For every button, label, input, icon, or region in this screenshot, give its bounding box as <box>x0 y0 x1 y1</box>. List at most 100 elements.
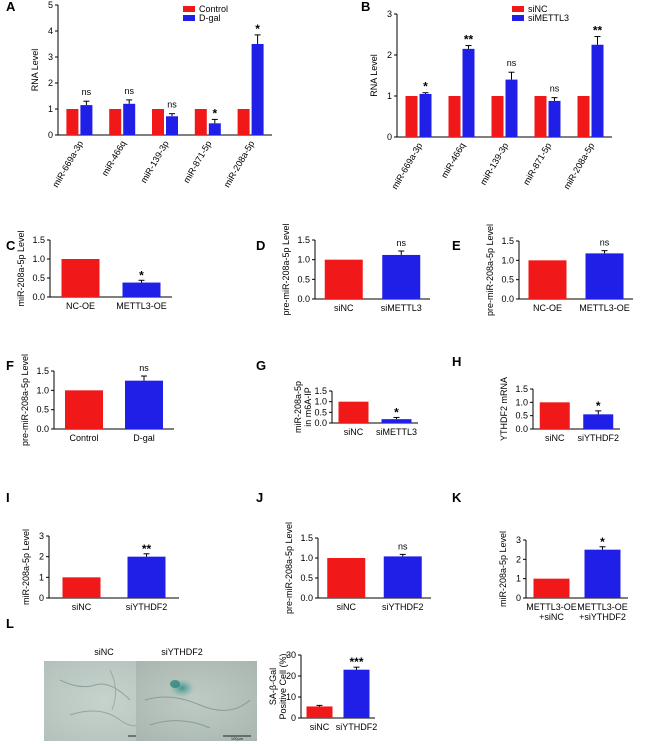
bar <box>539 402 570 429</box>
legend-swatch <box>512 6 524 12</box>
y-tick-label: 1 <box>516 574 521 584</box>
y-tick-label: 1.0 <box>36 385 49 395</box>
chart-panel-a: A 0 1 2 3 4 5 RNA Level ns miR-669a-3p ns miR-466q n… <box>6 0 272 189</box>
y-tick-label: 1.5 <box>515 384 528 394</box>
y-tick-label: 3 <box>516 535 521 545</box>
legend-entry: Control <box>199 4 228 14</box>
bar <box>448 96 461 137</box>
y-tick-label: 0.0 <box>297 294 310 304</box>
bar <box>585 253 624 299</box>
bar <box>65 390 103 429</box>
chart-panel-g: G 0.00.51.01.5 miR-208a-5p in m6A-IP siNC * si… <box>256 358 418 437</box>
significance-label: * <box>394 405 399 419</box>
x-tick-label: siNC <box>344 427 364 437</box>
y-tick-label: 2 <box>39 552 44 562</box>
micrograph-label-siythdf2: siYTHDF2 <box>161 647 203 657</box>
bar <box>548 100 561 137</box>
x-tick-label: miR-871-5p <box>521 141 553 187</box>
bar <box>324 259 363 299</box>
y-tick-label: 0.5 <box>314 407 327 417</box>
significance-label: ns <box>139 363 149 373</box>
panel-letter: J <box>256 490 263 505</box>
x-tick-label: siYTHDF2 <box>577 433 619 443</box>
scale-bar-text: 100μm <box>231 736 244 741</box>
bar <box>125 380 163 429</box>
y-tick-label: 0.5 <box>300 573 313 583</box>
x-tick-label: siMETTL3 <box>376 427 417 437</box>
y-tick-label: 1.0 <box>300 553 313 563</box>
sa-beta-gal-stain <box>170 680 180 688</box>
y-axis-label: RNA Level <box>369 54 379 97</box>
x-tick-label: siYTHDF2 <box>336 722 378 732</box>
bar <box>383 556 422 598</box>
y-tick-label: 20 <box>286 671 296 681</box>
y-tick-label: 1.0 <box>297 255 310 265</box>
y-tick-label: 1 <box>39 572 44 582</box>
bar <box>534 96 547 137</box>
bar <box>584 549 621 598</box>
bar <box>127 556 166 598</box>
y-axis-label: Positive Cell (%) <box>278 653 288 719</box>
panel-letter: D <box>256 238 265 253</box>
y-tick-label: 1.5 <box>501 236 514 246</box>
legend-swatch <box>183 15 195 21</box>
y-tick-label: 1.5 <box>300 533 313 543</box>
bar <box>194 109 207 135</box>
bar <box>338 401 369 423</box>
significance-label: ns <box>124 86 134 96</box>
bar <box>419 93 432 137</box>
chart-panel-j: J 0.0 0.5 1.0 1.5 pre-miR-208a-5p Level siNC ns… <box>256 490 431 614</box>
y-tick-label: 0.0 <box>36 424 49 434</box>
bar <box>583 414 614 429</box>
significance-label: * <box>600 535 605 549</box>
significance-label: ** <box>464 33 474 47</box>
x-tick-label: siNC <box>545 433 565 443</box>
significance-label: ** <box>593 24 603 38</box>
bar <box>528 260 567 299</box>
x-tick-label: miR-208a-5p <box>222 139 257 189</box>
micrograph-label-sinc: siNC <box>94 647 114 657</box>
significance-label: * <box>596 399 601 413</box>
y-tick-label: 1.5 <box>36 366 49 376</box>
x-tick-label: siNC <box>337 602 357 612</box>
x-tick-label: siMETTL3 <box>381 303 422 313</box>
y-tick-label: 0.0 <box>501 294 514 304</box>
chart-panel-e: E 0.0 0.5 1.0 1.5 pre-miR-208a-5p Level NC-OE n… <box>452 224 633 316</box>
bar <box>109 109 122 135</box>
bar <box>306 706 333 718</box>
x-tick-label: NC-OE <box>533 303 562 313</box>
bar <box>61 259 100 297</box>
y-tick-label: 3 <box>39 531 44 541</box>
significance-label: ** <box>142 542 152 556</box>
x-tick-label: siYTHDF2 <box>126 602 168 612</box>
y-tick-label: 30 <box>286 650 296 660</box>
x-tick-label: siNC <box>334 303 354 313</box>
x-tick-label: METTL3-OE <box>579 303 630 313</box>
y-tick-label: 2 <box>48 78 53 88</box>
panel-letter: H <box>452 354 461 369</box>
panel-letter: F <box>6 358 14 373</box>
cell-outline <box>144 696 251 711</box>
y-axis-label: YTHDF2 mRNA <box>499 377 509 441</box>
bar <box>382 254 421 299</box>
y-tick-label: 1.0 <box>32 254 45 264</box>
bar <box>327 558 366 598</box>
y-tick-label: 0.5 <box>501 275 514 285</box>
x-tick-label: NC-OE <box>66 301 95 311</box>
y-tick-label: 1.5 <box>32 235 45 245</box>
significance-label: ns <box>82 87 92 97</box>
x-tick-label: miR-208a-5p <box>562 141 597 191</box>
chart-panel-h: H 0.0 0.5 1.0 1.5 YTHDF2 mRNA siNC * siYTHDF2 <box>452 354 620 443</box>
panel-letter: G <box>256 358 266 373</box>
y-axis-label: pre-miR-208a-5p Level <box>485 224 495 316</box>
y-tick-label: 0 <box>291 713 296 723</box>
y-tick-label: 0 <box>516 593 521 603</box>
significance-label: ns <box>550 84 560 94</box>
y-tick-label: 0.0 <box>314 418 327 428</box>
bar <box>122 282 161 297</box>
bar <box>491 96 504 137</box>
y-tick-label: 2 <box>516 554 521 564</box>
y-tick-label: 0.0 <box>300 593 313 603</box>
y-axis-label: pre-miR-208a-5p Level <box>284 522 294 614</box>
